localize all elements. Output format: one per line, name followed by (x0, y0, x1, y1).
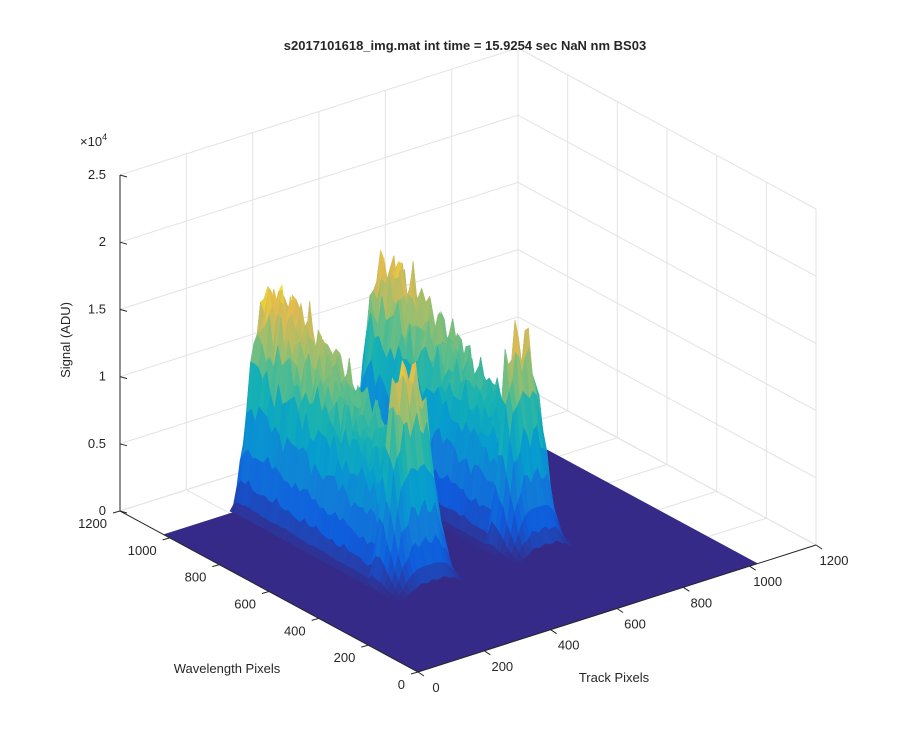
z-tick-label: 2.5 (88, 167, 106, 182)
y-tick-label: 600 (234, 597, 256, 612)
y-tick-mark (112, 510, 121, 514)
z-tick-label: 2 (99, 234, 106, 249)
x-tick-label: 800 (690, 595, 712, 610)
grid-line (119, 47, 519, 176)
y-tick-label: 1200 (78, 516, 107, 531)
z-tick-mark (119, 174, 128, 178)
z-tick-label: 1.5 (88, 301, 106, 316)
x-tick-label: 1200 (820, 553, 849, 568)
y-tick-mark (361, 644, 369, 648)
x-tick-label: 200 (491, 659, 513, 674)
x-tick-mark (550, 629, 557, 635)
y-tick-label: 0 (398, 677, 405, 692)
z-tick-mark (119, 443, 128, 447)
grid-line (517, 114, 817, 277)
x-tick-mark (417, 671, 425, 677)
x-tick-label: 0 (432, 680, 439, 695)
x-tick-mark (484, 650, 491, 656)
y-tick-mark (311, 617, 319, 621)
x-tick-mark (616, 608, 624, 613)
axes: 0200400600800100012000200400600800100012… (78, 167, 848, 695)
y-tick-mark (212, 564, 220, 568)
y-tick-label: 800 (185, 570, 207, 585)
z-tick-label: 1 (99, 369, 106, 384)
grid-line (517, 383, 817, 546)
x-tick-label: 400 (558, 638, 580, 653)
y-axis-label: Wavelength Pixels (174, 661, 281, 676)
x-axis-label: Track Pixels (579, 670, 650, 685)
x-tick-label: 600 (624, 617, 646, 632)
y-tick-label: 1000 (128, 543, 157, 558)
y-tick-mark (261, 591, 270, 594)
grid-line (517, 181, 817, 344)
z-tick-label: 0.5 (88, 436, 106, 451)
z-axis-label: Signal (ADU) (58, 302, 73, 378)
grid-line (119, 249, 519, 378)
z-tick-mark (119, 241, 128, 245)
y-tick-mark (162, 537, 170, 541)
z-tick-label: 0 (99, 503, 106, 518)
y-tick-label: 400 (284, 623, 306, 638)
z-tick-mark (119, 308, 128, 312)
x-tick-mark (815, 544, 823, 550)
grid-line (119, 181, 519, 310)
x-tick-mark (683, 586, 690, 592)
grid-line (119, 114, 519, 243)
surface-patch (511, 559, 521, 566)
z-tick-mark (119, 510, 128, 514)
x-tick-label: 1000 (753, 574, 782, 589)
surface-patch (395, 595, 405, 603)
y-tick-label: 200 (334, 650, 356, 665)
chart-title: s2017101618_img.mat int time = 15.9254 s… (284, 38, 646, 53)
y-tick-mark (410, 671, 419, 675)
z-tick-mark (119, 376, 128, 380)
grid-line (517, 47, 817, 210)
z-exponent-label: ×104 (80, 132, 107, 149)
grid-line (517, 249, 817, 412)
grid-line (517, 316, 817, 479)
axes-grid (119, 47, 817, 673)
x-tick-mark (749, 565, 756, 571)
